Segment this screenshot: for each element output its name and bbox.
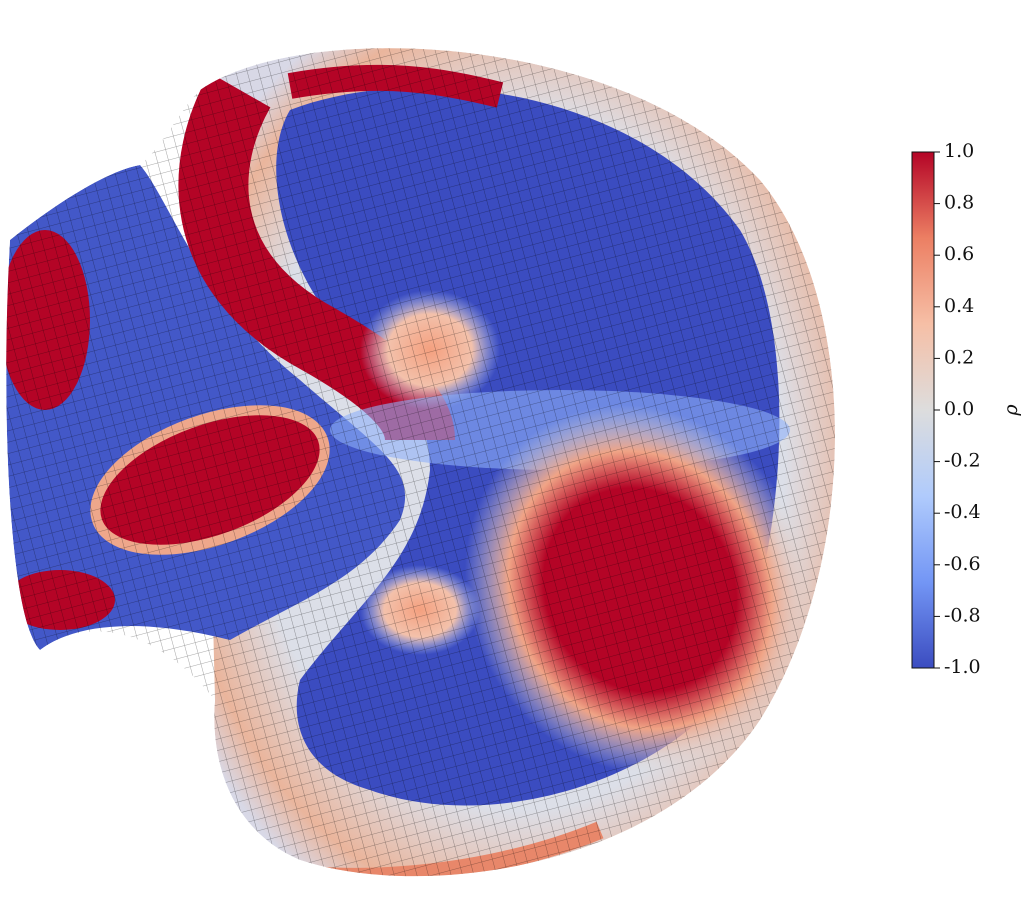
tick-label: 0.0	[944, 398, 974, 420]
tick-label: 1.0	[944, 140, 974, 162]
tick-label: 0.8	[944, 192, 974, 214]
tick-label: 0.2	[944, 346, 974, 368]
colorbar-label: ρ	[1000, 404, 1022, 417]
tick-label: -0.8	[944, 604, 981, 626]
tick-label: -0.2	[944, 450, 981, 472]
colorbar-gradient	[911, 151, 935, 669]
tick-label: -0.6	[944, 553, 981, 575]
colorbar: ρ 1.0 0.8 0.6 0.4 0.2 0.0 -0.2 -0.4 -0.6 -0.8 -1.0	[911, 140, 1022, 678]
tick-label: 0.6	[944, 243, 974, 265]
mesh-render	[6, 48, 835, 877]
tick-label: -0.4	[944, 501, 981, 523]
tick-label: 0.4	[944, 295, 974, 317]
tick-label: -1.0	[944, 656, 981, 678]
